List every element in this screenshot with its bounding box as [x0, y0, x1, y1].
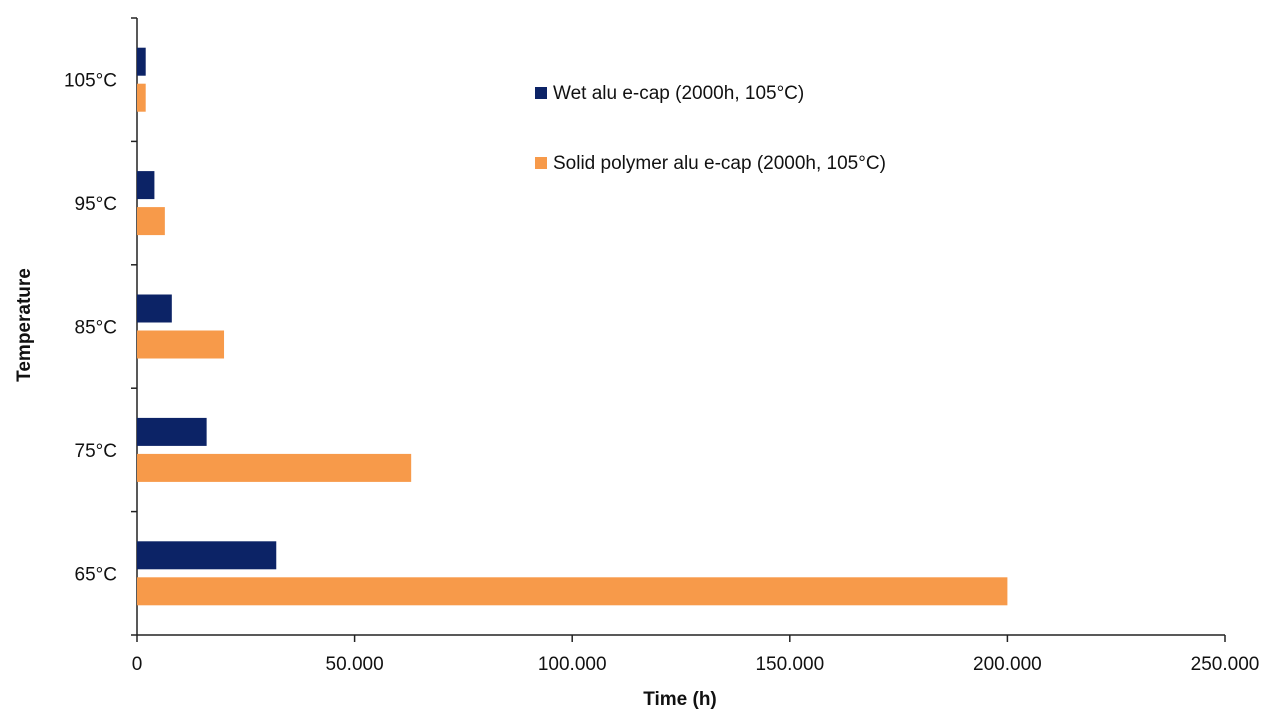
- y-axis-label: Temperature: [14, 268, 35, 382]
- bar: [137, 294, 172, 323]
- bar: [137, 577, 1008, 606]
- y-tick-label: 85°C: [75, 318, 117, 339]
- bar: [137, 171, 155, 200]
- y-tick-label: 65°C: [75, 564, 117, 585]
- bar: [137, 207, 165, 236]
- legend-label: Solid polymer alu e-cap (2000h, 105°C): [553, 153, 886, 174]
- x-axis-label: Time (h): [643, 689, 717, 710]
- bar: [137, 330, 225, 359]
- x-tick-label: 250.000: [1191, 654, 1260, 675]
- y-tick-label: 105°C: [64, 71, 117, 92]
- x-tick-label: 200.000: [973, 654, 1042, 675]
- bar: [137, 453, 412, 482]
- bar: [137, 417, 207, 446]
- y-tick-label: 95°C: [75, 194, 117, 215]
- bar: [137, 47, 146, 76]
- x-tick-label: 0: [132, 654, 143, 675]
- legend-label: Wet alu e-cap (2000h, 105°C): [553, 83, 804, 104]
- bar: [137, 83, 146, 112]
- bar: [137, 541, 277, 570]
- x-tick-label: 150.000: [755, 654, 824, 675]
- x-tick-label: 100.000: [538, 654, 607, 675]
- y-tick-label: 75°C: [75, 441, 117, 462]
- legend-swatch: [535, 87, 547, 99]
- legend-swatch: [535, 157, 547, 169]
- x-tick-label: 50.000: [326, 654, 384, 675]
